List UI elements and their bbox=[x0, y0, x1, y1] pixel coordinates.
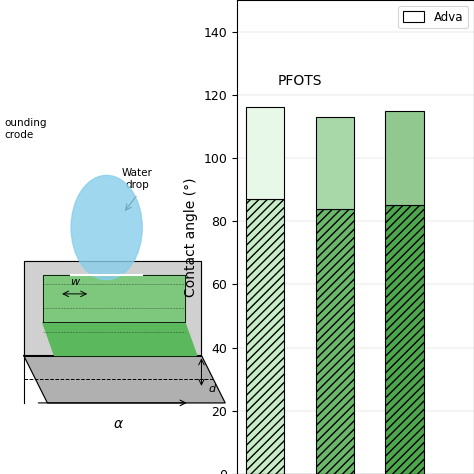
Bar bbox=[385, 205, 423, 474]
Legend: Adva: Adva bbox=[399, 6, 468, 28]
Text: w: w bbox=[70, 277, 79, 287]
Text: PFOTS: PFOTS bbox=[278, 74, 322, 89]
Text: $\alpha$: $\alpha$ bbox=[113, 417, 124, 431]
Polygon shape bbox=[24, 261, 201, 356]
Polygon shape bbox=[24, 356, 225, 403]
Bar bbox=[246, 199, 284, 474]
Bar bbox=[316, 209, 354, 474]
Polygon shape bbox=[43, 322, 197, 356]
Text: Water
drop: Water drop bbox=[122, 168, 153, 190]
Polygon shape bbox=[43, 275, 185, 322]
Bar bbox=[246, 108, 284, 199]
Text: ounding
crode: ounding crode bbox=[5, 118, 47, 140]
Bar bbox=[316, 117, 354, 209]
Y-axis label: Contact angle (°): Contact angle (°) bbox=[184, 177, 198, 297]
Text: d: d bbox=[209, 383, 216, 394]
Bar bbox=[385, 110, 423, 205]
Ellipse shape bbox=[71, 175, 142, 280]
